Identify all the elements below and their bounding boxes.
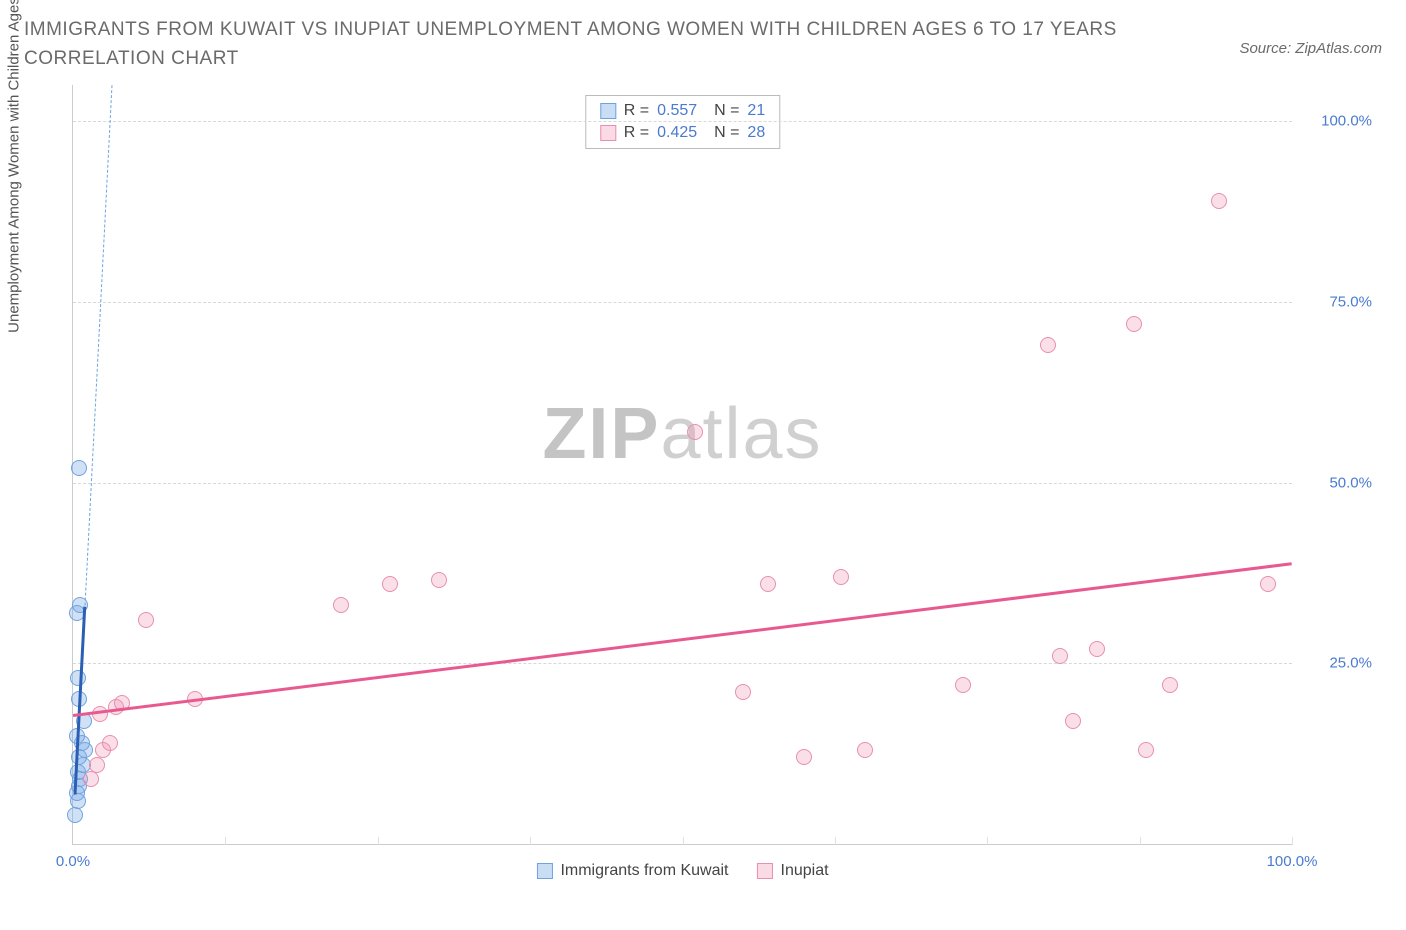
swatch-pink-icon — [600, 125, 616, 141]
r-label: R = — [624, 124, 649, 142]
y-tick-label: 75.0% — [1302, 293, 1372, 310]
gridline-v — [835, 837, 836, 845]
data-point — [89, 757, 105, 773]
gridline-h — [73, 121, 1292, 122]
watermark: ZIPatlas — [542, 393, 822, 475]
data-point — [1211, 193, 1227, 209]
legend-item-pink: Inupiat — [757, 862, 829, 880]
gridline-h — [73, 483, 1292, 484]
data-point — [1052, 648, 1068, 664]
data-point — [1126, 316, 1142, 332]
data-point — [1089, 641, 1105, 657]
y-axis-label: Unemployment Among Women with Children A… — [6, 0, 23, 333]
gridline-v — [378, 837, 379, 845]
stats-row-pink: R = 0.425 N = 28 — [600, 122, 765, 144]
gridline-v — [683, 837, 684, 845]
data-point — [83, 771, 99, 787]
gridline-h — [73, 663, 1292, 664]
n-label: N = — [705, 102, 739, 120]
series-legend: Immigrants from Kuwait Inupiat — [536, 862, 828, 880]
chart-header: IMMIGRANTS FROM KUWAIT VS INUPIAT UNEMPL… — [24, 16, 1382, 73]
r-value-pink: 0.425 — [657, 124, 697, 142]
legend-label-blue: Immigrants from Kuwait — [560, 862, 728, 880]
swatch-blue-icon — [600, 103, 616, 119]
data-point — [687, 424, 703, 440]
watermark-bold: ZIP — [542, 394, 660, 474]
gridline-v — [225, 837, 226, 845]
r-label: R = — [624, 102, 649, 120]
watermark-rest: atlas — [660, 394, 822, 474]
plot-area: ZIPatlas R = 0.557 N = 21 R = 0.425 N = … — [72, 85, 1292, 845]
data-point — [67, 807, 83, 823]
data-point — [1162, 677, 1178, 693]
y-tick-label: 25.0% — [1302, 655, 1372, 672]
r-value-blue: 0.557 — [657, 102, 697, 120]
y-tick-label: 100.0% — [1302, 113, 1372, 130]
chart-container: Unemployment Among Women with Children A… — [24, 85, 1382, 905]
data-point — [833, 569, 849, 585]
data-point — [382, 576, 398, 592]
x-tick-label: 0.0% — [56, 853, 90, 870]
swatch-blue-icon — [536, 863, 552, 879]
data-point — [70, 670, 86, 686]
n-label: N = — [705, 124, 739, 142]
gridline-h — [73, 302, 1292, 303]
data-point — [1065, 713, 1081, 729]
gridline-v — [1140, 837, 1141, 845]
legend-item-blue: Immigrants from Kuwait — [536, 862, 728, 880]
data-point — [431, 572, 447, 588]
data-point — [333, 597, 349, 613]
source-attribution: Source: ZipAtlas.com — [1239, 40, 1382, 57]
gridline-v — [1292, 837, 1293, 845]
gridline-v — [530, 837, 531, 845]
data-point — [760, 576, 776, 592]
data-point — [955, 677, 971, 693]
stats-row-blue: R = 0.557 N = 21 — [600, 100, 765, 122]
n-value-pink: 28 — [747, 124, 765, 142]
data-point — [1040, 337, 1056, 353]
data-point — [1138, 742, 1154, 758]
legend-label-pink: Inupiat — [781, 862, 829, 880]
trend-line — [73, 562, 1292, 716]
x-tick-label: 100.0% — [1267, 853, 1318, 870]
data-point — [796, 749, 812, 765]
data-point — [138, 612, 154, 628]
y-tick-label: 50.0% — [1302, 474, 1372, 491]
chart-title: IMMIGRANTS FROM KUWAIT VS INUPIAT UNEMPL… — [24, 16, 1174, 73]
data-point — [102, 735, 118, 751]
gridline-v — [987, 837, 988, 845]
data-point — [735, 684, 751, 700]
data-point — [92, 706, 108, 722]
swatch-pink-icon — [757, 863, 773, 879]
data-point — [857, 742, 873, 758]
data-point — [71, 460, 87, 476]
data-point — [1260, 576, 1276, 592]
n-value-blue: 21 — [747, 102, 765, 120]
trend-line-dash — [85, 85, 113, 606]
